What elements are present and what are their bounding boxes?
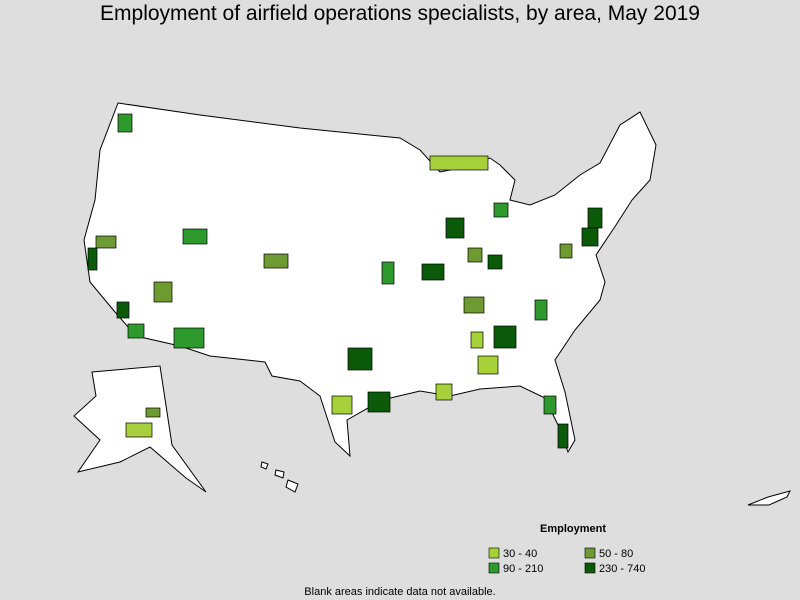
map-region <box>435 383 453 401</box>
map-region <box>581 227 599 247</box>
map-region <box>587 207 603 229</box>
map-title: Employment of airfield operations specia… <box>100 2 700 25</box>
legend-swatch <box>488 562 500 574</box>
map-region <box>263 253 289 269</box>
legend-label: 50 - 80 <box>599 548 633 560</box>
legend-swatch <box>584 547 596 559</box>
map-region <box>429 155 489 171</box>
islands <box>747 490 791 506</box>
map-region <box>470 331 484 349</box>
footnote: Blank areas indicate data not available. <box>304 586 495 598</box>
map-region <box>127 323 145 339</box>
map-regions <box>87 113 603 449</box>
map-region <box>493 325 517 349</box>
map-region <box>117 113 133 133</box>
map-region <box>467 247 483 263</box>
map-region <box>125 422 153 438</box>
legend-label: 230 - 740 <box>599 563 645 575</box>
map-region <box>463 296 485 314</box>
map-region <box>421 263 445 281</box>
map-region <box>331 395 353 415</box>
map-region <box>445 217 465 239</box>
map-region <box>182 228 208 245</box>
legend-label: 30 - 40 <box>503 548 537 560</box>
map-region <box>173 327 205 349</box>
map-region <box>347 347 373 371</box>
map-region <box>145 407 161 418</box>
legend-label: 90 - 210 <box>503 563 543 575</box>
map-region <box>367 391 391 413</box>
map-region <box>95 235 117 249</box>
legend-swatch <box>488 547 500 559</box>
map-region <box>87 247 98 271</box>
map-region <box>493 202 509 218</box>
map-region <box>487 254 503 270</box>
lower-48 <box>83 102 657 458</box>
map-region <box>381 261 395 285</box>
map-region <box>543 395 557 415</box>
map-region <box>153 281 173 303</box>
map <box>73 102 791 506</box>
map-region <box>557 423 569 449</box>
map-region <box>559 243 573 259</box>
hawaii <box>260 461 299 493</box>
map-region <box>477 355 499 375</box>
legend-title: Employment <box>540 523 606 535</box>
map-region <box>534 299 548 321</box>
legend-swatch <box>584 562 596 574</box>
map-region <box>116 301 130 319</box>
legend: Employment 30 - 40 50 - 80 90 - 210 230 - 7… <box>488 523 645 575</box>
